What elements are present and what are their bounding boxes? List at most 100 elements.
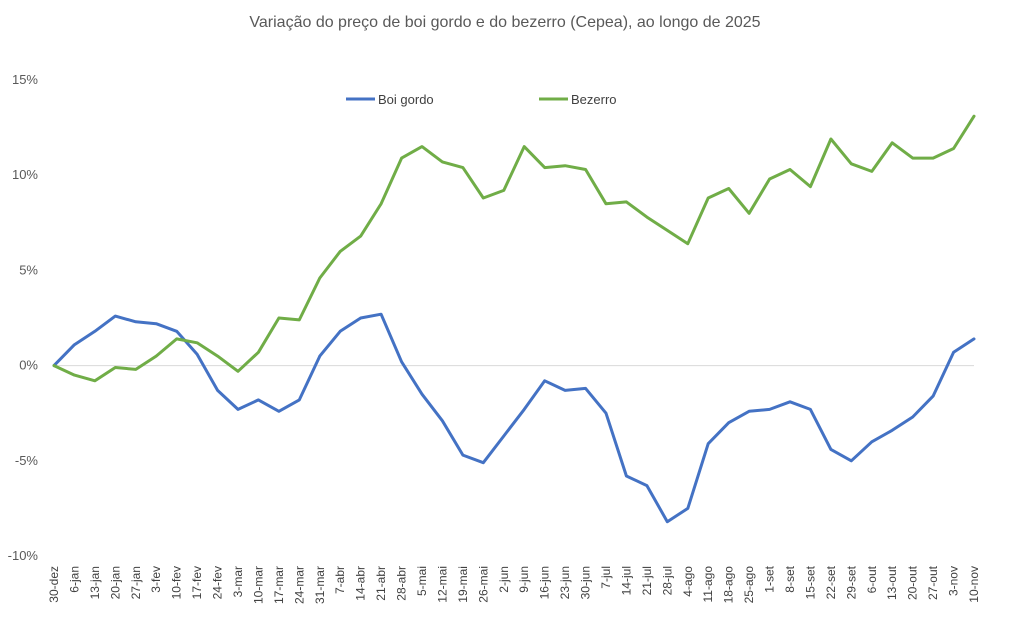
data-point <box>931 394 935 398</box>
x-tick-label: 12-mai <box>435 566 449 603</box>
data-point <box>155 354 158 358</box>
data-point <box>666 520 669 523</box>
data-point <box>972 337 976 341</box>
y-tick-label: 15% <box>12 72 38 87</box>
data-point <box>543 379 546 383</box>
data-point <box>727 421 730 424</box>
x-tick-label: 27-out <box>926 565 940 600</box>
x-tick-label: 17-fev <box>190 566 204 599</box>
x-tick-label: 16-jun <box>538 566 552 599</box>
x-tick-label: 7-jul <box>599 566 613 589</box>
data-point <box>543 166 546 169</box>
data-point <box>216 389 219 392</box>
data-point <box>911 415 914 419</box>
legend-label: Boi gordo <box>378 92 434 107</box>
x-tick-label: 20-out <box>906 565 920 600</box>
x-tick-label: 14-jul <box>619 566 633 595</box>
data-point <box>952 147 955 150</box>
data-point <box>911 156 914 160</box>
x-tick-label: 22-set <box>824 565 838 599</box>
x-tick-label: 9-jun <box>517 566 531 593</box>
data-point <box>195 352 199 356</box>
x-tick-label: 3-mar <box>231 566 245 597</box>
data-point <box>114 366 117 369</box>
data-point <box>359 234 362 238</box>
x-tick-label: 30-jun <box>579 566 593 599</box>
data-point <box>420 392 424 396</box>
data-point <box>604 412 608 415</box>
x-tick-label: 10-fev <box>170 566 184 599</box>
data-point <box>645 215 649 219</box>
legend: Boi gordo Bezerro <box>346 92 617 107</box>
data-point <box>73 343 76 346</box>
data-point <box>891 141 894 145</box>
x-tick-label: 7-abr <box>333 566 347 594</box>
data-point <box>482 196 485 200</box>
x-axis: 30-dez 6-jan 13-jan 20-jan 27-jan 3-fev 10-fev… <box>47 565 981 604</box>
data-point <box>788 400 792 403</box>
data-point <box>318 276 321 280</box>
data-point <box>277 316 281 320</box>
x-tick-label: 1-set <box>763 565 777 592</box>
x-tick-label: 13-jan <box>88 566 102 599</box>
data-point <box>666 229 669 232</box>
data-point <box>93 379 97 383</box>
data-point <box>52 364 56 367</box>
data-point <box>809 408 812 411</box>
data-point <box>768 177 771 181</box>
x-tick-label: 31-mar <box>313 566 327 604</box>
data-point <box>870 440 873 443</box>
data-point <box>236 408 240 411</box>
data-point <box>339 330 342 333</box>
data-point <box>931 156 935 160</box>
data-point <box>400 360 403 363</box>
x-tick-label: 3-fev <box>149 566 163 593</box>
chart-title: Variação do preço de boi gordo e do beze… <box>249 14 760 31</box>
series-line-bezerro <box>52 114 976 383</box>
x-tick-label: 25-ago <box>742 566 756 604</box>
data-point <box>73 373 76 377</box>
data-point <box>686 242 689 245</box>
data-point <box>318 354 321 358</box>
data-point <box>502 189 505 192</box>
x-tick-label: 23-jun <box>558 566 572 599</box>
x-tick-label: 21-jul <box>640 566 654 595</box>
x-tick-label: 19-mai <box>456 566 470 603</box>
x-tick-label: 11-ago <box>701 566 715 603</box>
x-tick-label: 6-out <box>865 565 879 593</box>
data-point <box>563 389 567 392</box>
x-tick-label: 10-nov <box>967 566 981 603</box>
data-point <box>645 484 649 487</box>
data-point <box>93 330 97 333</box>
data-point <box>461 166 465 169</box>
x-tick-label: 28-abr <box>395 566 409 601</box>
data-point <box>175 337 178 341</box>
data-point <box>707 196 710 200</box>
data-point <box>155 322 158 325</box>
legend-label: Bezerro <box>571 92 617 107</box>
data-point <box>584 168 587 171</box>
data-point <box>625 474 628 478</box>
x-tick-label: 24-mar <box>292 566 306 604</box>
data-point <box>891 429 894 432</box>
data-point <box>277 410 281 413</box>
x-tick-label: 15-set <box>803 565 817 599</box>
x-tick-label: 17-mar <box>272 566 286 604</box>
data-point <box>829 448 833 451</box>
data-point <box>870 170 873 173</box>
data-point <box>441 160 444 164</box>
data-point <box>339 250 342 253</box>
data-point <box>523 408 526 411</box>
data-point <box>563 164 567 167</box>
series-layer <box>52 114 976 524</box>
x-tick-label: 10-mar <box>251 566 265 604</box>
data-point <box>420 145 424 148</box>
data-point <box>809 185 812 188</box>
data-point <box>379 312 383 316</box>
x-tick-label: 6-jan <box>67 566 81 593</box>
y-tick-label: 10% <box>12 167 38 182</box>
x-tick-label: 4-ago <box>681 566 695 597</box>
data-point <box>584 387 587 390</box>
data-point <box>972 114 976 118</box>
